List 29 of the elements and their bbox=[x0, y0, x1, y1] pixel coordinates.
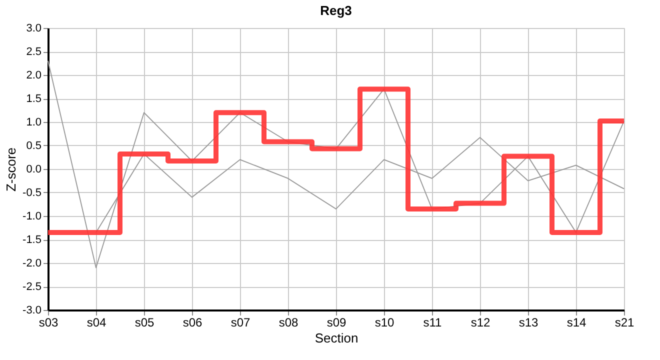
x-tick-label: s06 bbox=[182, 316, 202, 330]
x-tick-label: s03 bbox=[38, 316, 58, 330]
y-tick-label: 1.0 bbox=[26, 116, 42, 128]
y-tick-label: 0.0 bbox=[26, 164, 42, 176]
y-tick-label: -3.0 bbox=[22, 304, 42, 316]
y-tick-label: 2.5 bbox=[26, 46, 42, 58]
y-tick-label: -2.5 bbox=[22, 281, 42, 293]
x-tick-label: s09 bbox=[326, 316, 346, 330]
x-tick-label: s21 bbox=[614, 316, 634, 330]
x-tick-label: s08 bbox=[278, 316, 298, 330]
y-tick-label: -1.0 bbox=[22, 210, 42, 222]
y-tick-label: 3.0 bbox=[26, 22, 42, 34]
x-tick-label: s12 bbox=[470, 316, 490, 330]
chart-title: Reg3 bbox=[320, 3, 352, 18]
y-tick-label: -1.5 bbox=[22, 234, 42, 246]
y-tick-label: -2.0 bbox=[22, 258, 42, 270]
x-tick-label: s05 bbox=[134, 316, 154, 330]
y-axis-title: Z-score bbox=[4, 147, 19, 192]
x-axis-title: Section bbox=[314, 330, 358, 346]
x-tick-label: s13 bbox=[518, 316, 538, 330]
x-tick-label: s11 bbox=[423, 316, 442, 330]
y-tick-label: -0.5 bbox=[22, 187, 42, 199]
y-tick-label: 2.0 bbox=[26, 70, 42, 82]
x-tick-label: s10 bbox=[374, 316, 394, 330]
y-tick-label: 1.5 bbox=[26, 93, 42, 105]
y-tick-label: 0.5 bbox=[26, 140, 42, 152]
x-tick-label: s07 bbox=[230, 316, 250, 330]
x-tick-label: s14 bbox=[566, 316, 586, 330]
x-tick-label: s04 bbox=[86, 316, 106, 330]
